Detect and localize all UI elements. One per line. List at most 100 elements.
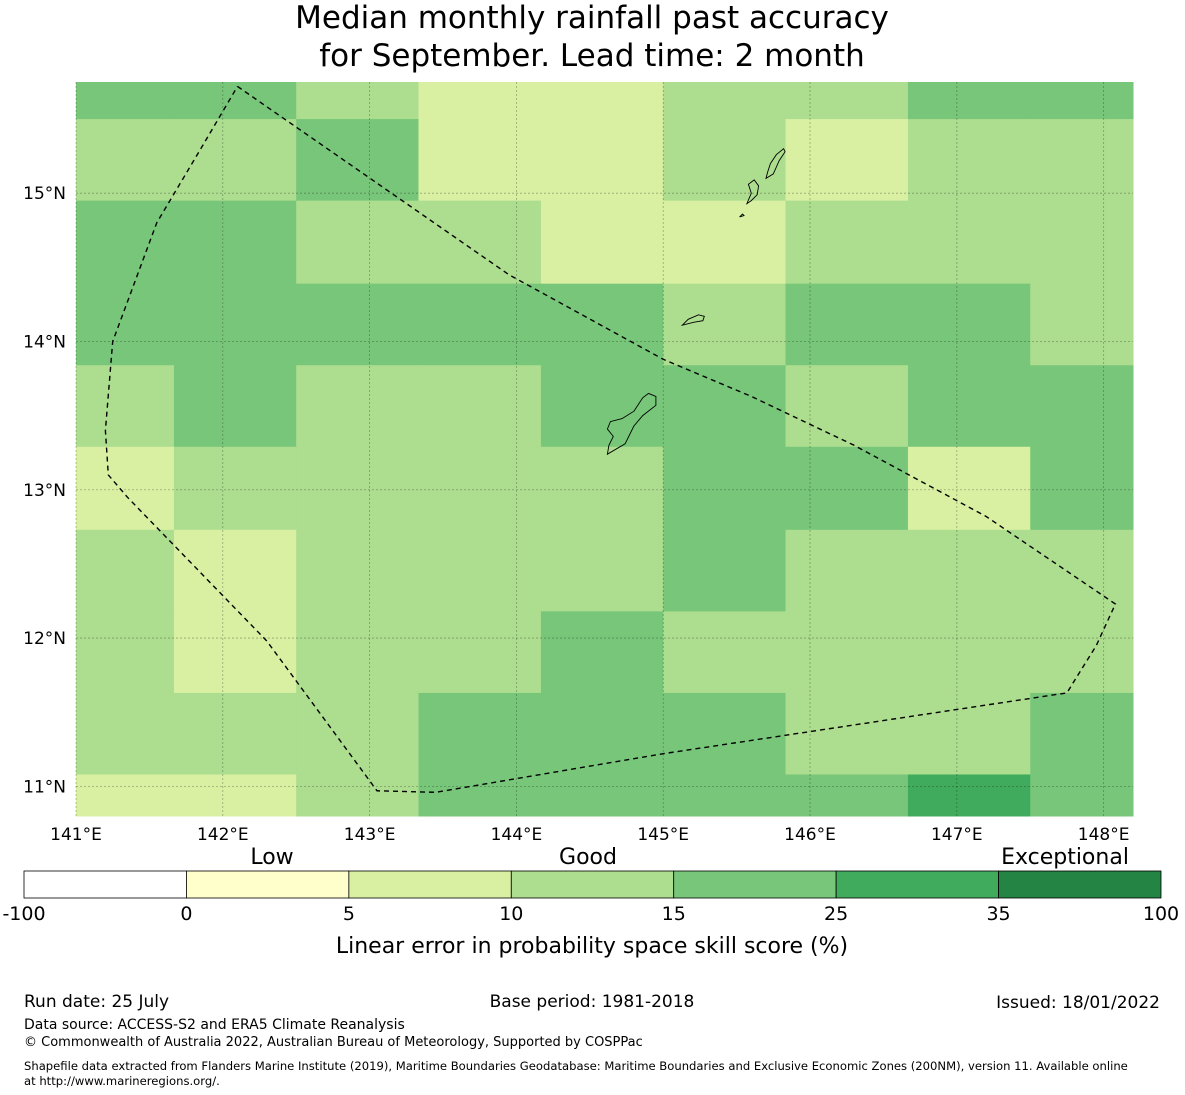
lon-tick-label: 143°E [344,825,396,845]
grid-cell [76,82,175,120]
grid-cell [296,200,419,285]
grid-cell [663,283,787,366]
grid-cell [296,283,419,366]
grid-cell [907,774,1031,817]
colorbar-tick-label: 0 [180,903,192,925]
grid-cell [1030,283,1134,366]
colorbar-tick-labels: -100 0 5 10 15 25 35 100 [2,903,1179,925]
lat-tick-label: 11°N [23,777,66,797]
grid-cell [907,119,1031,202]
grid-cell [663,119,787,202]
grid-cell [785,283,909,366]
grid-cell [663,774,787,817]
grid-cell [76,529,175,612]
colorbar-bin [348,870,512,899]
grid-cell [418,365,542,448]
lon-tick-label: 147°E [931,825,983,845]
grid-cell [418,119,542,202]
colorbar-tick-label: 100 [1143,903,1179,925]
grid-cell [907,283,1031,366]
grid-cell [1030,119,1134,202]
grid-cell [173,611,297,694]
grid-cell [663,82,787,120]
colorbar-bin [998,870,1162,899]
grid-cell [785,529,909,612]
coastlines [606,147,786,456]
grid-cell [296,529,419,612]
data-source: Data source: ACCESS-S2 and ERA5 Climate … [24,1017,405,1033]
colorbar-bin [23,870,187,899]
grid-cell [76,774,175,817]
skill-grid [76,82,1134,817]
grid-cell [418,446,542,531]
legend: Low Good Exceptional -100 0 5 10 15 25 35 100 L… [2,845,1179,959]
colorbar [23,870,1162,899]
colorbar-tick-label: 15 [662,903,686,925]
grid-cell [418,200,542,285]
footer: Run date: 25 July Base period: 1981-2018… [24,992,1160,1088]
island-outline [765,147,786,180]
grid-cell [418,774,542,817]
grid-cell [540,611,664,694]
legend-category-low: Low [250,845,293,870]
grid-cell [76,200,175,285]
grid-cell [76,119,175,202]
grid-cell [663,365,787,448]
grid-cell [663,446,787,531]
copyright: © Commonwealth of Australia 2022, Austra… [24,1035,643,1050]
colorbar-xlabel: Linear error in probability space skill … [336,934,848,959]
grid-cell [540,692,664,775]
lon-tick-label: 146°E [784,825,836,845]
lat-tick-label: 13°N [23,481,66,501]
legend-category-good: Good [559,845,617,870]
grid-cell [907,365,1031,448]
grid-cell [540,200,664,285]
grid-cell [785,611,909,694]
colorbar-bin [835,870,999,899]
grid-cell [296,82,419,120]
colorbar-tick-label: 5 [343,903,355,925]
grid-cell [76,365,175,448]
grid-cell [540,119,664,202]
grid-cell [173,200,297,285]
grid-cell [785,200,909,285]
grid-cell [76,692,175,775]
grid-cell [1030,774,1134,817]
grid-cell [173,283,297,366]
grid-cell [1030,692,1134,775]
colorbar-bin [186,870,350,899]
grid-cell [1030,611,1134,694]
lat-tick-label: 12°N [23,629,66,649]
grid-cell [418,283,542,366]
grid-cell [173,365,297,448]
grid-cell [296,611,419,694]
grid-cell [173,529,297,612]
title-line-1: Median monthly rainfall past accuracy [295,0,889,36]
grid-cell [1030,82,1134,120]
grid-cell [907,611,1031,694]
grid-cell [907,446,1031,531]
grid-cell [76,446,175,531]
lat-tick-label: 14°N [23,332,66,352]
grid-cell [76,283,175,366]
grid-cell [1030,529,1134,612]
shapefile-credit-line-1: Shapefile data extracted from Flanders M… [24,1059,1128,1073]
grid-cell [785,446,909,531]
grid-cell [785,119,909,202]
grid-cell [540,283,664,366]
lon-tick-label: 145°E [637,825,689,845]
run-date: Run date: 25 July [24,992,169,1012]
island-outline [680,314,705,327]
grid-cell [663,529,787,612]
lon-tick-label: 144°E [491,825,543,845]
grid-cell [418,529,542,612]
grid-cell [1030,365,1134,448]
base-period: Base period: 1981-2018 [490,992,695,1012]
gridlines [75,82,1133,816]
title-line-2: for September. Lead time: 2 month [319,38,865,74]
grid-cell [296,774,419,817]
colorbar-tick-label: 35 [986,903,1010,925]
grid-cell [173,446,297,531]
grid-cell [418,692,542,775]
